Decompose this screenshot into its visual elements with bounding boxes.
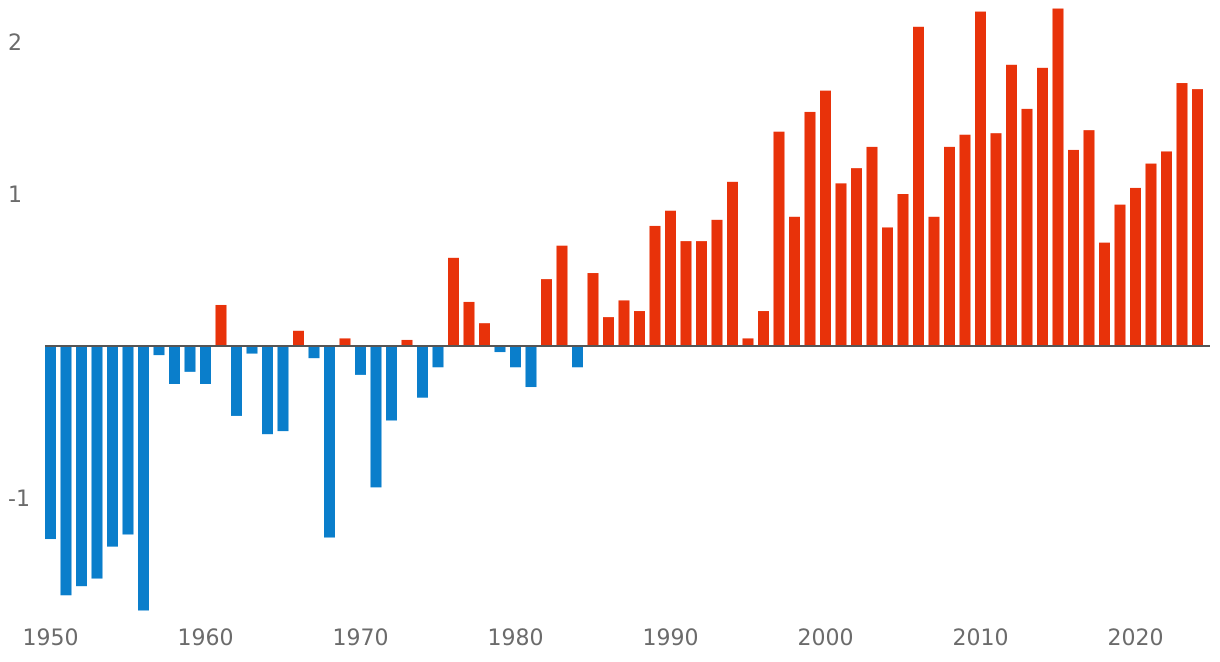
bar-2002 bbox=[851, 168, 862, 346]
bar-1956 bbox=[138, 346, 149, 611]
bar-1991 bbox=[680, 241, 692, 346]
bar-1950 bbox=[45, 346, 56, 540]
bar-1996 bbox=[758, 311, 769, 346]
bar-1986 bbox=[603, 317, 614, 346]
bar-1964 bbox=[262, 346, 273, 435]
bar-2023 bbox=[1176, 83, 1188, 346]
bar-1972 bbox=[386, 346, 397, 421]
bar-2021 bbox=[1145, 163, 1157, 346]
bar-1980 bbox=[510, 346, 521, 368]
x-tick-label: 1990 bbox=[643, 626, 699, 651]
bar-1987 bbox=[618, 300, 630, 346]
bar-1962 bbox=[231, 346, 242, 416]
bar-1970 bbox=[355, 346, 366, 375]
bar-1974 bbox=[417, 346, 428, 398]
x-tick-labels: 1950 1960 1970 1980 1990 2000 2010 2020 bbox=[23, 626, 1164, 651]
bar-1981 bbox=[525, 346, 537, 388]
y-tick-label: -1 bbox=[8, 487, 30, 512]
x-tick-label: 2010 bbox=[953, 626, 1009, 651]
bar-1969 bbox=[339, 338, 351, 346]
bar-2012 bbox=[1006, 64, 1017, 347]
bar-2014 bbox=[1037, 67, 1048, 346]
bar-2022 bbox=[1161, 151, 1172, 346]
bar-1992 bbox=[696, 241, 707, 346]
bar-1952 bbox=[76, 346, 87, 587]
bar-1957 bbox=[153, 346, 165, 356]
y-tick-labels: -1 1 2 bbox=[8, 31, 30, 512]
bar-1967 bbox=[308, 346, 320, 359]
bar-1968 bbox=[324, 346, 335, 538]
bar-2011 bbox=[990, 133, 1002, 346]
bar-1999 bbox=[804, 111, 816, 346]
bar-2008 bbox=[944, 146, 955, 346]
bar-2009 bbox=[959, 134, 971, 346]
bar-1958 bbox=[169, 346, 180, 384]
bar-1988 bbox=[634, 311, 645, 346]
bar-1997 bbox=[773, 131, 785, 346]
bar-2019 bbox=[1114, 204, 1126, 346]
bar-2000 bbox=[820, 90, 831, 346]
bar-1953 bbox=[91, 346, 103, 579]
bar-1985 bbox=[587, 273, 599, 346]
bar-2024 bbox=[1192, 89, 1203, 347]
bar-2018 bbox=[1099, 242, 1110, 346]
bar-2004 bbox=[882, 227, 893, 346]
bar-1971 bbox=[370, 346, 382, 488]
bar-1954 bbox=[107, 346, 118, 547]
x-tick-label: 1970 bbox=[333, 626, 389, 651]
bar-1998 bbox=[789, 216, 800, 346]
bars-group bbox=[45, 8, 1203, 611]
bar-1994 bbox=[727, 181, 738, 346]
bar-1977 bbox=[463, 301, 475, 346]
bar-2003 bbox=[866, 146, 878, 346]
bar-1963 bbox=[246, 346, 258, 354]
bar-2006 bbox=[913, 26, 924, 347]
x-tick-label: 1960 bbox=[178, 626, 234, 651]
x-tick-label: 2020 bbox=[1108, 626, 1164, 651]
bar-1973 bbox=[401, 339, 413, 346]
bar-1976 bbox=[448, 257, 459, 346]
bar-2005 bbox=[897, 194, 909, 346]
bar-2016 bbox=[1068, 149, 1079, 346]
bar-2013 bbox=[1021, 108, 1033, 346]
bar-1982 bbox=[541, 279, 552, 346]
bar-1984 bbox=[572, 346, 583, 368]
bar-1979 bbox=[494, 346, 506, 353]
bar-1975 bbox=[432, 346, 444, 368]
bar-2010 bbox=[975, 11, 986, 346]
bar-1983 bbox=[556, 245, 568, 346]
bar-1960 bbox=[200, 346, 211, 384]
y-tick-label: 1 bbox=[8, 183, 22, 208]
x-tick-label: 1950 bbox=[23, 626, 79, 651]
y-tick-label: 2 bbox=[8, 31, 22, 56]
bar-1955 bbox=[122, 346, 134, 535]
bar-2020 bbox=[1130, 187, 1141, 346]
bar-1961 bbox=[215, 304, 227, 346]
bar-2001 bbox=[835, 183, 847, 346]
bar-1990 bbox=[665, 210, 676, 346]
bar-1989 bbox=[649, 225, 661, 346]
bar-1978 bbox=[479, 323, 490, 346]
bar-1966 bbox=[293, 330, 304, 346]
bar-1995 bbox=[742, 338, 754, 346]
bar-1965 bbox=[277, 346, 289, 432]
bar-2017 bbox=[1083, 130, 1095, 346]
bar-1951 bbox=[60, 346, 72, 596]
bar-2007 bbox=[928, 216, 940, 346]
x-tick-label: 2000 bbox=[798, 626, 854, 651]
bar-1993 bbox=[711, 219, 723, 346]
bar-1959 bbox=[184, 346, 196, 372]
x-tick-label: 1980 bbox=[488, 626, 544, 651]
bar-2015 bbox=[1052, 8, 1064, 347]
